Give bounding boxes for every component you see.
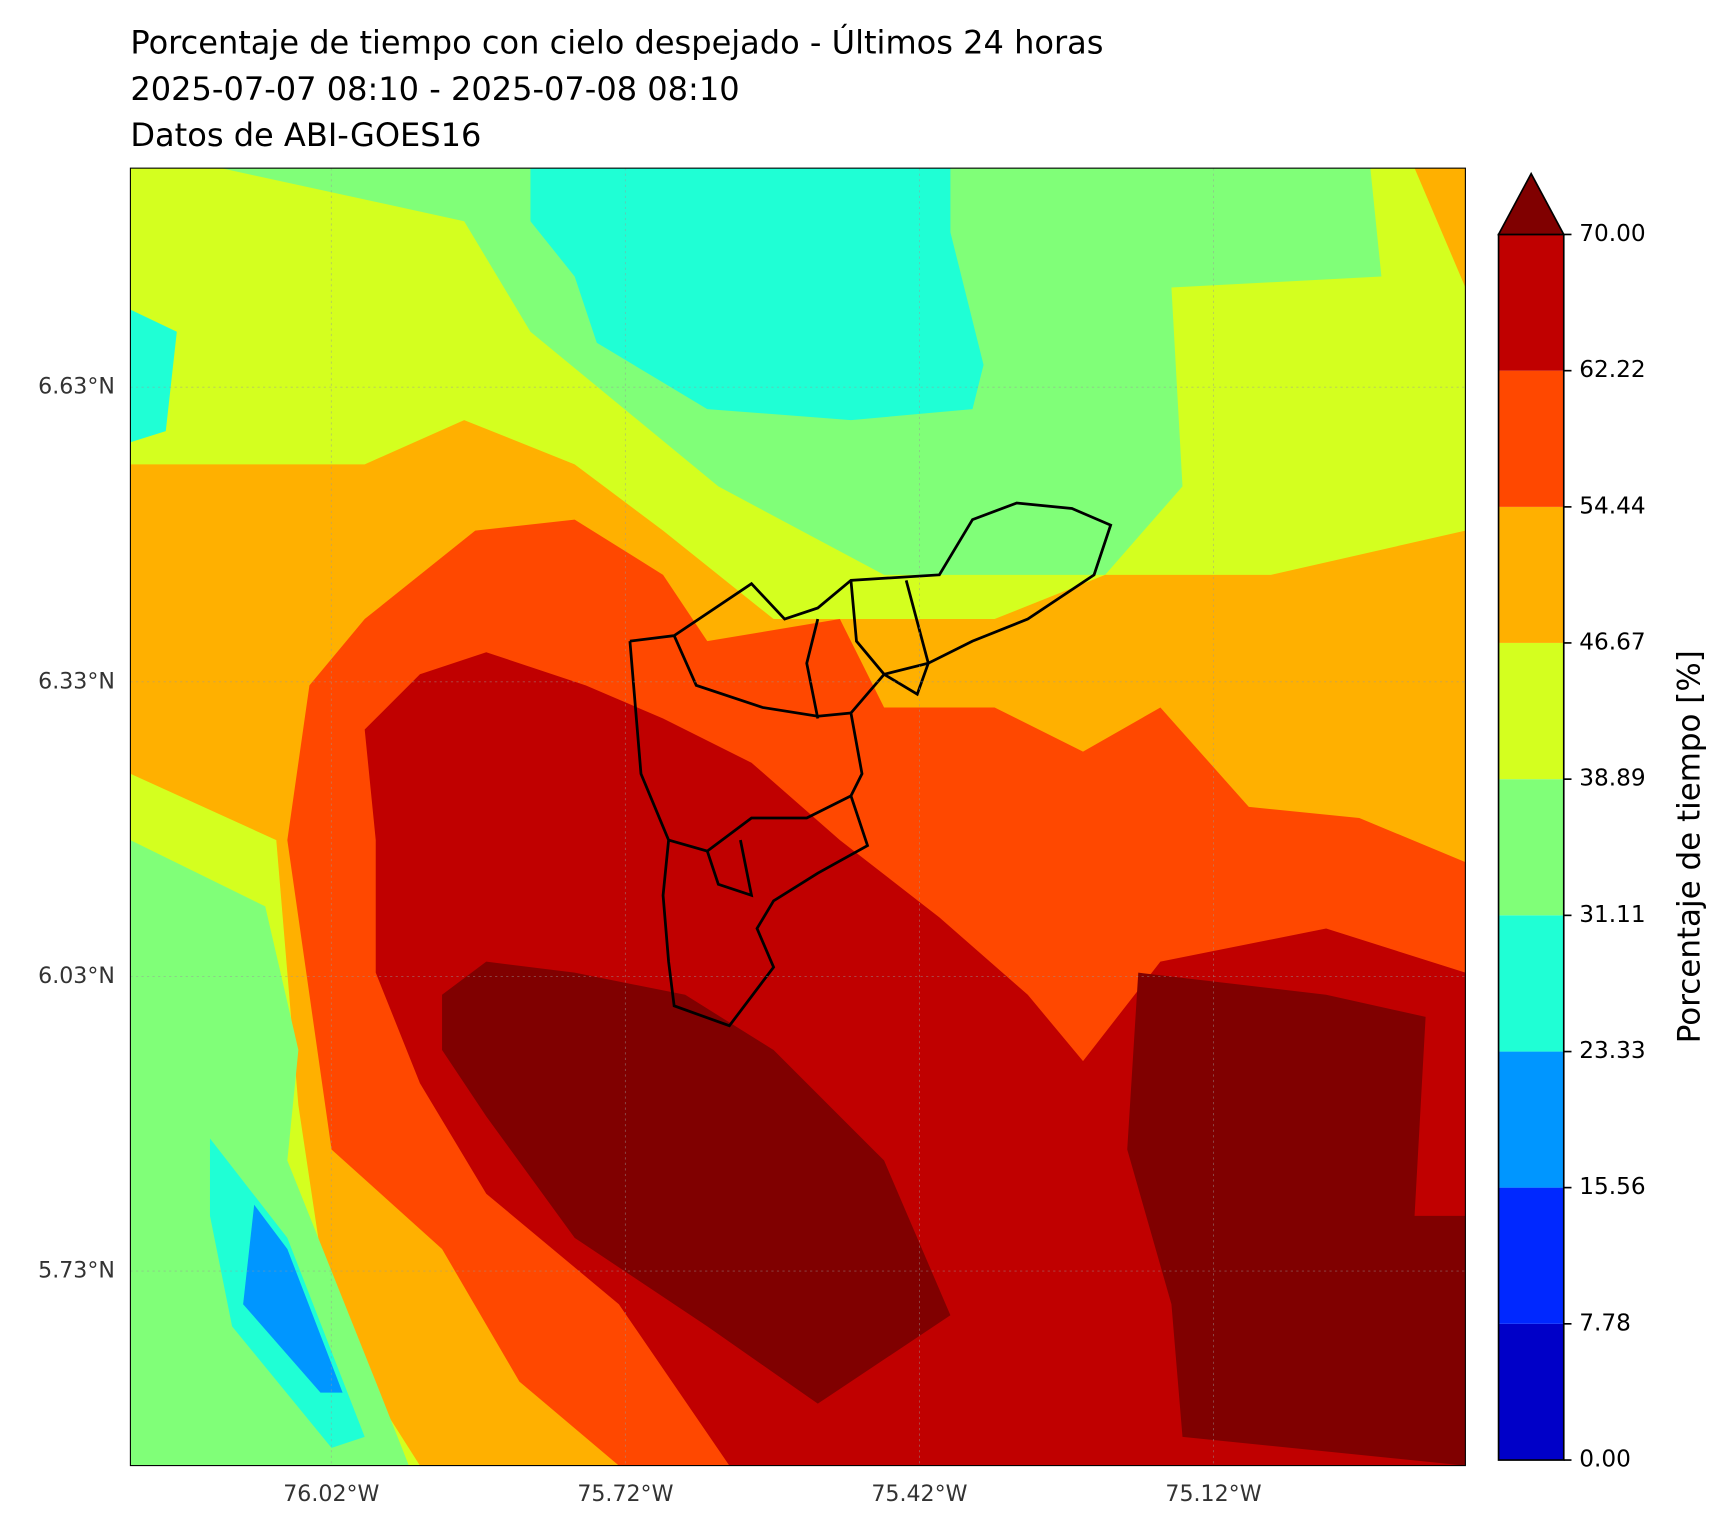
colorbar-tick-label: 0.00	[1579, 1446, 1631, 1473]
colorbar-tick-label: 62.22	[1579, 356, 1645, 383]
colorbar-tick-label: 23.33	[1579, 1037, 1645, 1064]
x-tick-label: 75.72°W	[577, 1481, 673, 1507]
colorbar-segment	[1498, 642, 1564, 780]
colorbar-segment	[1498, 779, 1564, 916]
colorbar-tick-label: 7.78	[1579, 1309, 1631, 1336]
colorbar-tick-label: 46.67	[1579, 628, 1645, 655]
colorbar-tick-label: 38.89	[1579, 765, 1645, 792]
source: Datos de ABI-GOES16	[130, 116, 481, 154]
x-tick-label: 75.42°W	[871, 1481, 967, 1507]
colorbar-tick-label: 70.00	[1579, 220, 1645, 247]
x-tick-label: 76.02°W	[283, 1481, 379, 1507]
municipal-borders	[628, 501, 1113, 1028]
y-tick-label: 5.73°N	[38, 1258, 115, 1284]
colorbar-segment	[1498, 506, 1564, 643]
colorbar-label: Porcentaje de tiempo [%]	[1671, 650, 1707, 1043]
x-tick-label: 75.12°W	[1165, 1481, 1261, 1507]
title: Porcentaje de tiempo con cielo despejado…	[130, 22, 1103, 61]
y-tick-label: 6.33°N	[38, 668, 115, 694]
colorbar-tick-label: 31.11	[1579, 901, 1645, 928]
colorbar-extend	[1497, 171, 1566, 236]
colorbar-segment	[1498, 1187, 1564, 1324]
y-tick-label: 6.63°N	[38, 374, 115, 400]
colorbar-segment	[1498, 370, 1564, 507]
subtitle: 2025-07-07 08:10 - 2025-07-08 08:10	[130, 70, 739, 108]
colorbar-segment	[1498, 915, 1564, 1052]
y-tick-label: 6.03°N	[38, 963, 115, 989]
colorbar-segment	[1498, 1051, 1564, 1188]
colorbar-segment	[1498, 1323, 1564, 1461]
colorbar-segment	[1498, 234, 1564, 371]
map-frame	[129, 167, 1466, 1467]
colorbar-tick-label: 15.56	[1579, 1173, 1645, 1200]
colorbar-tick-label: 54.44	[1579, 492, 1645, 519]
